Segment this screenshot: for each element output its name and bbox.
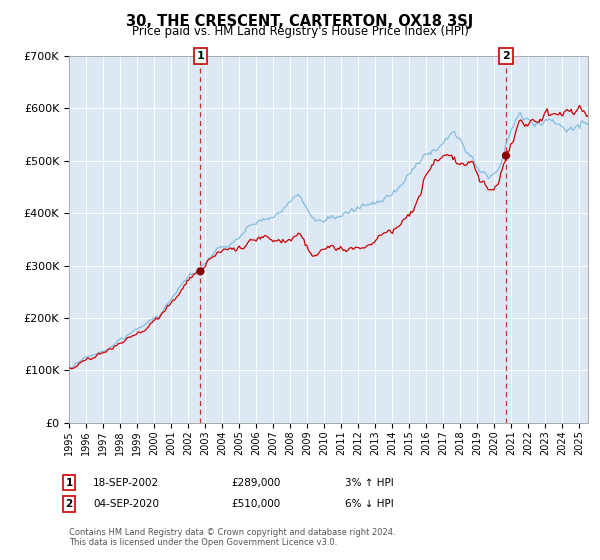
- Text: £510,000: £510,000: [231, 499, 280, 509]
- Text: 3% ↑ HPI: 3% ↑ HPI: [345, 478, 394, 488]
- Text: Contains HM Land Registry data © Crown copyright and database right 2024.
This d: Contains HM Land Registry data © Crown c…: [69, 528, 395, 547]
- Point: [501, 151, 511, 160]
- Text: £289,000: £289,000: [231, 478, 280, 488]
- Text: 2: 2: [502, 51, 510, 61]
- Text: 30, THE CRESCENT, CARTERTON, OX18 3SJ: 30, THE CRESCENT, CARTERTON, OX18 3SJ: [127, 14, 473, 29]
- Point: [196, 267, 205, 276]
- Text: Price paid vs. HM Land Registry's House Price Index (HPI): Price paid vs. HM Land Registry's House …: [131, 25, 469, 38]
- Text: 2: 2: [65, 499, 73, 509]
- Text: 18-SEP-2002: 18-SEP-2002: [93, 478, 159, 488]
- Text: 04-SEP-2020: 04-SEP-2020: [93, 499, 159, 509]
- Text: 1: 1: [65, 478, 73, 488]
- Text: 6% ↓ HPI: 6% ↓ HPI: [345, 499, 394, 509]
- Text: 1: 1: [196, 51, 204, 61]
